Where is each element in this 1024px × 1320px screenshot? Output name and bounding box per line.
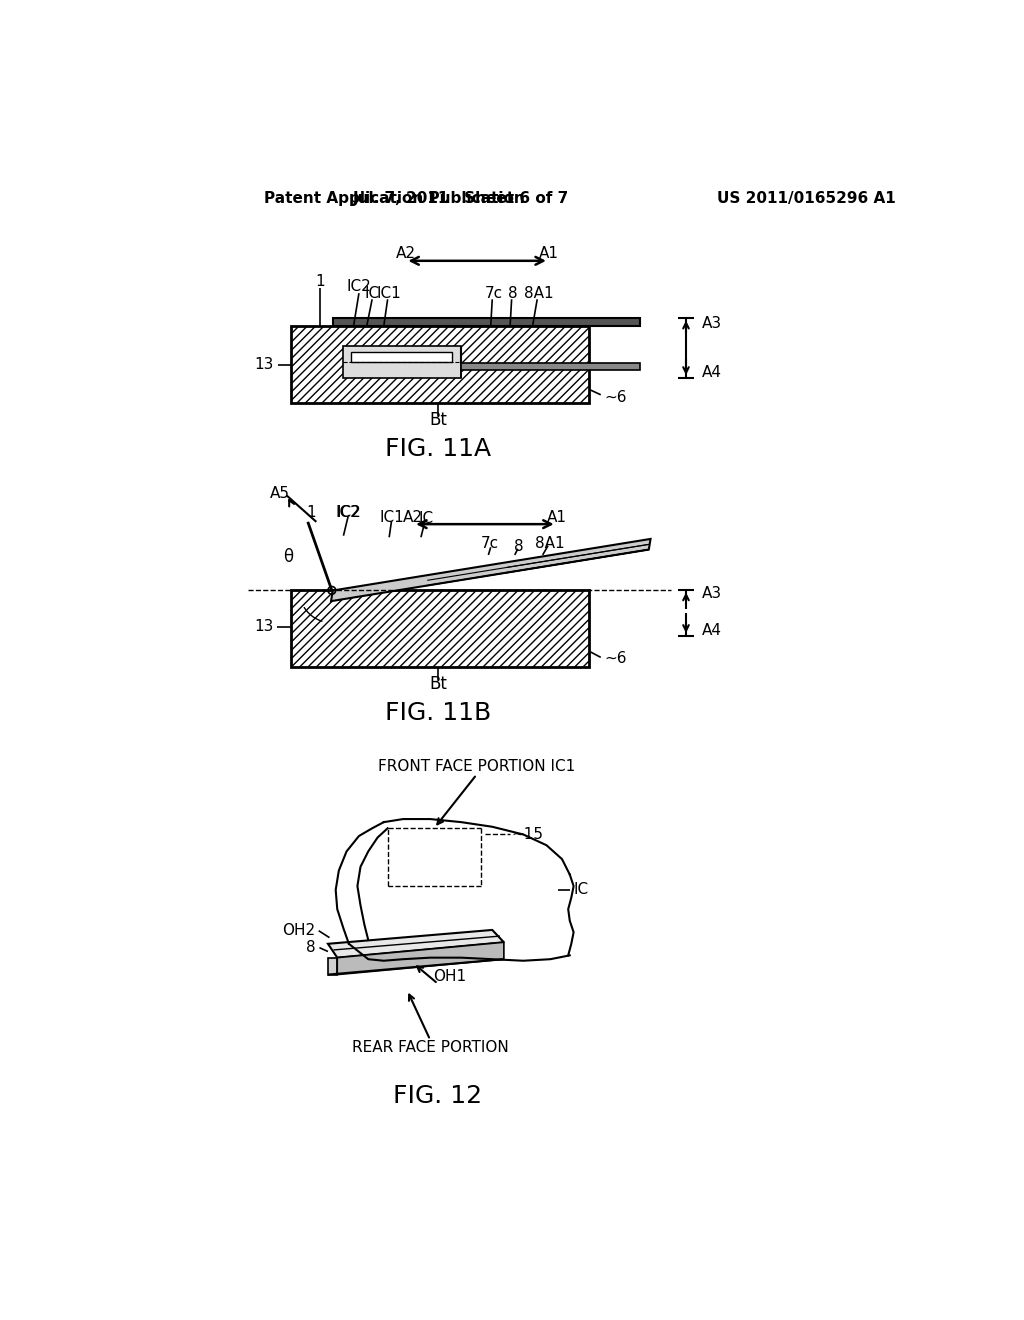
Text: 1: 1 [306,506,315,520]
Polygon shape [343,346,461,378]
Text: IC: IC [365,285,380,301]
Text: ~6: ~6 [604,651,627,667]
Text: 8A1: 8A1 [524,285,554,301]
Text: ~15: ~15 [512,826,544,842]
Text: 13: 13 [254,619,273,634]
Text: 1: 1 [315,275,325,289]
Text: 7c: 7c [484,285,503,301]
Text: Patent Application Publication: Patent Application Publication [263,191,524,206]
Polygon shape [291,590,589,667]
Text: 13: 13 [254,358,273,372]
Text: IC: IC [573,882,589,898]
Text: IC1: IC1 [379,511,403,525]
Text: 7c: 7c [481,536,499,550]
Text: θ: θ [284,548,294,566]
Text: A4: A4 [701,623,722,638]
Text: A3: A3 [701,317,722,331]
Text: IC: IC [419,511,434,527]
Text: FIG. 11A: FIG. 11A [385,437,492,462]
Text: Bt: Bt [429,412,446,429]
Text: OH1: OH1 [433,969,466,983]
Text: A2: A2 [395,247,416,261]
Text: 8: 8 [514,539,523,554]
Text: US 2011/0165296 A1: US 2011/0165296 A1 [717,191,896,206]
Text: ~6: ~6 [604,389,627,405]
Polygon shape [334,318,640,326]
Text: IC2: IC2 [346,280,372,294]
Text: FIG. 12: FIG. 12 [393,1084,482,1109]
Text: A2: A2 [403,510,423,525]
Polygon shape [337,942,504,974]
Polygon shape [291,326,589,404]
Text: IC2: IC2 [337,506,361,520]
Polygon shape [331,539,650,601]
Polygon shape [351,352,452,362]
Text: FIG. 11B: FIG. 11B [385,701,492,725]
Text: Bt: Bt [429,675,446,693]
Text: 8: 8 [508,285,518,301]
Text: IC1: IC1 [377,285,401,301]
Polygon shape [328,958,337,974]
Text: 8: 8 [306,940,315,956]
Text: A4: A4 [701,364,722,380]
Text: Jul. 7, 2011   Sheet 6 of 7: Jul. 7, 2011 Sheet 6 of 7 [353,191,569,206]
Polygon shape [461,363,640,370]
Text: OH2: OH2 [283,923,315,939]
Polygon shape [328,929,504,958]
Text: REAR FACE PORTION: REAR FACE PORTION [352,1040,509,1055]
Text: A1: A1 [547,510,566,525]
Text: A5: A5 [270,486,290,500]
Text: 8A1: 8A1 [535,536,564,550]
Text: A1: A1 [539,247,559,261]
Text: IC2: IC2 [336,506,360,520]
Text: FRONT FACE PORTION IC1: FRONT FACE PORTION IC1 [378,759,575,775]
Text: A3: A3 [701,586,722,601]
